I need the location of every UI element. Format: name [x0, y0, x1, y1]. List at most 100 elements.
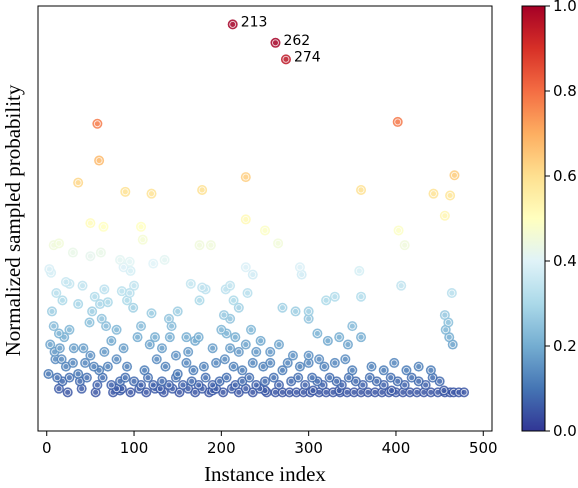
scatter-point: [125, 387, 136, 398]
scatter-point: [307, 372, 318, 383]
scatter-point: [101, 321, 112, 332]
scatter-point: [354, 265, 365, 276]
scatter-point: [445, 190, 456, 201]
scatter-point: [128, 302, 139, 313]
scatter-point: [60, 276, 71, 287]
scatter-point: [205, 240, 216, 251]
scatter-point: [89, 291, 100, 302]
scatter-point: [57, 295, 68, 306]
scatter-point: [329, 357, 340, 368]
scatter-point: [216, 324, 227, 335]
scatter-point: [122, 361, 133, 372]
scatter-point: [240, 214, 251, 225]
scatter-point: [43, 368, 54, 379]
scatter-point: [118, 343, 129, 354]
scatter-point: [321, 295, 332, 306]
scatter-point: [197, 184, 208, 195]
scatter-point: [225, 280, 236, 291]
scatter-point: [265, 346, 276, 357]
scatter-point: [146, 188, 157, 199]
scatter-point: [198, 361, 209, 372]
scatter-point: [294, 361, 305, 372]
x-axis-ticks: 0 100 200 300 400 500: [42, 431, 498, 457]
scatter-point: [102, 361, 113, 372]
scatter-point: [233, 302, 244, 313]
scatter-point: [148, 380, 159, 391]
scatter-point: [186, 376, 197, 387]
colorbar-tick-label: 0.4: [553, 252, 577, 270]
scatter-point: [64, 372, 75, 383]
scatter-point: [146, 308, 157, 319]
scatter-point: [64, 324, 75, 335]
scatter-point: [439, 310, 450, 321]
scatter-point: [324, 372, 335, 383]
scatter-point: [270, 37, 281, 48]
scatter-point: [144, 339, 155, 350]
scatter-point: [385, 372, 396, 383]
scatter-point: [347, 321, 358, 332]
scatter-point: [124, 288, 135, 299]
colorbar-tick-label: 0.6: [553, 167, 577, 185]
scatter-point: [170, 350, 181, 361]
scatter-point: [73, 299, 84, 310]
scatter-point: [293, 372, 304, 383]
scatter-point: [251, 380, 262, 391]
scatter-point: [151, 354, 162, 365]
scatter-point: [319, 361, 330, 372]
scatter-point: [84, 317, 95, 328]
scatter-point: [247, 269, 258, 280]
scatter-point: [111, 324, 122, 335]
scatter-point: [106, 335, 117, 346]
scatter-point: [230, 332, 241, 343]
scatter-point: [177, 380, 188, 391]
scatter-point: [197, 282, 208, 293]
scatter-point: [356, 332, 367, 343]
y-axis-title: Normalized sampled probability: [1, 84, 25, 356]
scatter-point: [163, 313, 174, 324]
scatter-point: [392, 116, 403, 127]
scatter-point: [156, 343, 167, 354]
scatter-point: [314, 354, 325, 365]
scatter-point: [386, 385, 397, 396]
scatter-point: [160, 361, 171, 372]
scatter-point: [459, 387, 470, 398]
scatter-point: [102, 297, 113, 308]
scatter-point: [265, 357, 276, 368]
scatter-point: [277, 302, 288, 313]
scatter-point: [364, 372, 375, 383]
scatter-point: [347, 365, 358, 376]
colorbar-ticks: 0.0 0.2 0.4 0.6 0.8 1.0: [545, 0, 577, 440]
scatter-point: [98, 221, 109, 232]
scatter-point: [356, 184, 367, 195]
scatter-point: [53, 238, 64, 249]
scatter-point: [62, 387, 73, 398]
scatter-point: [401, 365, 412, 376]
scatter-point: [137, 234, 148, 245]
scatter-point: [280, 54, 291, 65]
scatter-point: [240, 262, 251, 273]
scatter-point: [300, 380, 311, 391]
scatter-point: [181, 332, 192, 343]
x-tick-label: 300: [294, 439, 323, 457]
colorbar-tick-label: 0.0: [553, 422, 577, 440]
x-tick-label: 100: [120, 439, 149, 457]
scatter-point: [188, 365, 199, 376]
scatter-point: [240, 339, 251, 350]
scatter-point: [246, 324, 257, 335]
scatter-point: [132, 332, 143, 343]
scatter-point: [225, 343, 236, 354]
scatter-point: [68, 343, 79, 354]
scatter-point: [67, 357, 78, 368]
scatter-point: [80, 357, 91, 368]
scatter-point: [46, 306, 57, 317]
scatter-point: [260, 225, 270, 236]
scatter-point: [73, 368, 84, 379]
scatter-point: [221, 372, 232, 383]
scatter-point: [366, 361, 377, 372]
scatter-point: [94, 299, 105, 310]
scatter-point: [129, 280, 140, 291]
scatter-point: [290, 306, 301, 317]
scatter-point: [45, 339, 56, 350]
scatter-point: [148, 258, 159, 269]
points-layer: [43, 19, 470, 398]
